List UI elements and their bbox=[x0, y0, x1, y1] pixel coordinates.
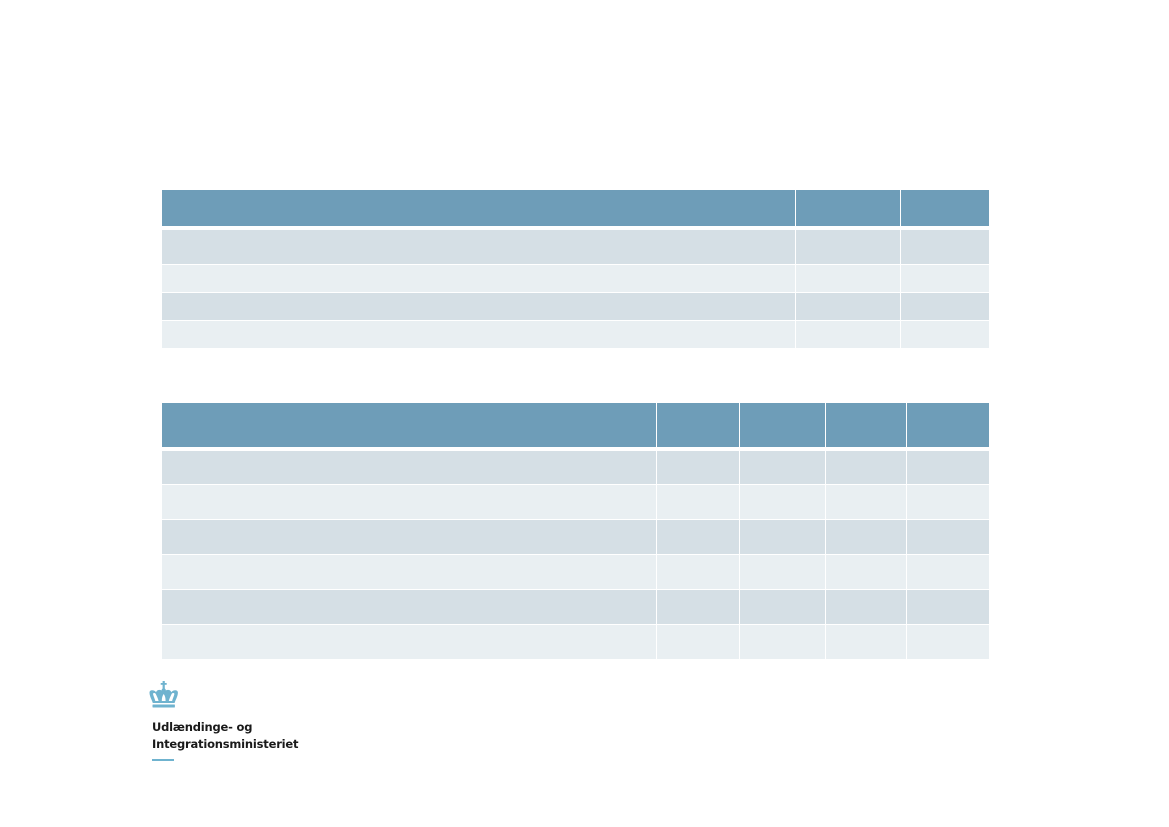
table-cell bbox=[657, 625, 740, 659]
table-cell bbox=[907, 625, 989, 659]
table-cell bbox=[901, 230, 989, 264]
table-cell bbox=[162, 520, 657, 554]
table-row bbox=[162, 484, 989, 519]
table-cell bbox=[826, 590, 907, 624]
table-cell bbox=[740, 590, 826, 624]
table-cell bbox=[740, 555, 826, 589]
table-cell bbox=[826, 625, 907, 659]
table-cell bbox=[657, 451, 740, 484]
table-cell bbox=[796, 265, 901, 292]
table-cell bbox=[796, 293, 901, 320]
table-1 bbox=[162, 190, 989, 348]
table-row bbox=[162, 624, 989, 659]
header-cell bbox=[162, 403, 657, 447]
header-cell bbox=[907, 403, 989, 447]
table-cell bbox=[162, 590, 657, 624]
table-row bbox=[162, 554, 989, 589]
table-cell bbox=[162, 265, 796, 292]
table-cell bbox=[657, 485, 740, 519]
table-cell bbox=[162, 321, 796, 348]
table-cell bbox=[907, 485, 989, 519]
table-cell bbox=[657, 555, 740, 589]
table-2 bbox=[162, 403, 989, 659]
table-cell bbox=[901, 265, 989, 292]
table-cell bbox=[162, 625, 657, 659]
table-cell bbox=[796, 321, 901, 348]
header-cell bbox=[162, 190, 796, 226]
ministry-name: Udlændinge- og Integrationsministeriet bbox=[152, 719, 299, 753]
table-cell bbox=[740, 451, 826, 484]
table-row bbox=[162, 589, 989, 624]
table-cell bbox=[740, 625, 826, 659]
ministry-name-line-2: Integrationsministeriet bbox=[152, 737, 299, 751]
header-cell bbox=[740, 403, 826, 447]
table-header bbox=[162, 190, 989, 230]
crown-icon bbox=[149, 681, 178, 708]
table-row bbox=[162, 519, 989, 554]
table-cell bbox=[162, 485, 657, 519]
ministry-name-line-1: Udlændinge- og bbox=[152, 720, 253, 734]
table-row bbox=[162, 264, 989, 292]
table-cell bbox=[901, 321, 989, 348]
table-cell bbox=[162, 555, 657, 589]
table-header bbox=[162, 403, 989, 451]
table-cell bbox=[826, 555, 907, 589]
table-cell bbox=[796, 230, 901, 264]
table-cell bbox=[826, 451, 907, 484]
header-cell bbox=[657, 403, 740, 447]
header-cell bbox=[901, 190, 989, 226]
table-cell bbox=[907, 520, 989, 554]
table-cell bbox=[740, 520, 826, 554]
table-row bbox=[162, 451, 989, 484]
table-cell bbox=[657, 520, 740, 554]
table-cell bbox=[826, 485, 907, 519]
table-cell bbox=[657, 590, 740, 624]
table-cell bbox=[826, 520, 907, 554]
table-cell bbox=[901, 293, 989, 320]
header-cell bbox=[796, 190, 901, 226]
table-cell bbox=[907, 590, 989, 624]
header-cell bbox=[826, 403, 907, 447]
table-cell bbox=[740, 485, 826, 519]
table-row bbox=[162, 230, 989, 264]
table-row bbox=[162, 320, 989, 348]
table-cell bbox=[907, 555, 989, 589]
table-cell bbox=[162, 230, 796, 264]
table-cell bbox=[162, 451, 657, 484]
table-row bbox=[162, 292, 989, 320]
table-cell bbox=[162, 293, 796, 320]
accent-rule bbox=[152, 759, 174, 761]
table-cell bbox=[907, 451, 989, 484]
